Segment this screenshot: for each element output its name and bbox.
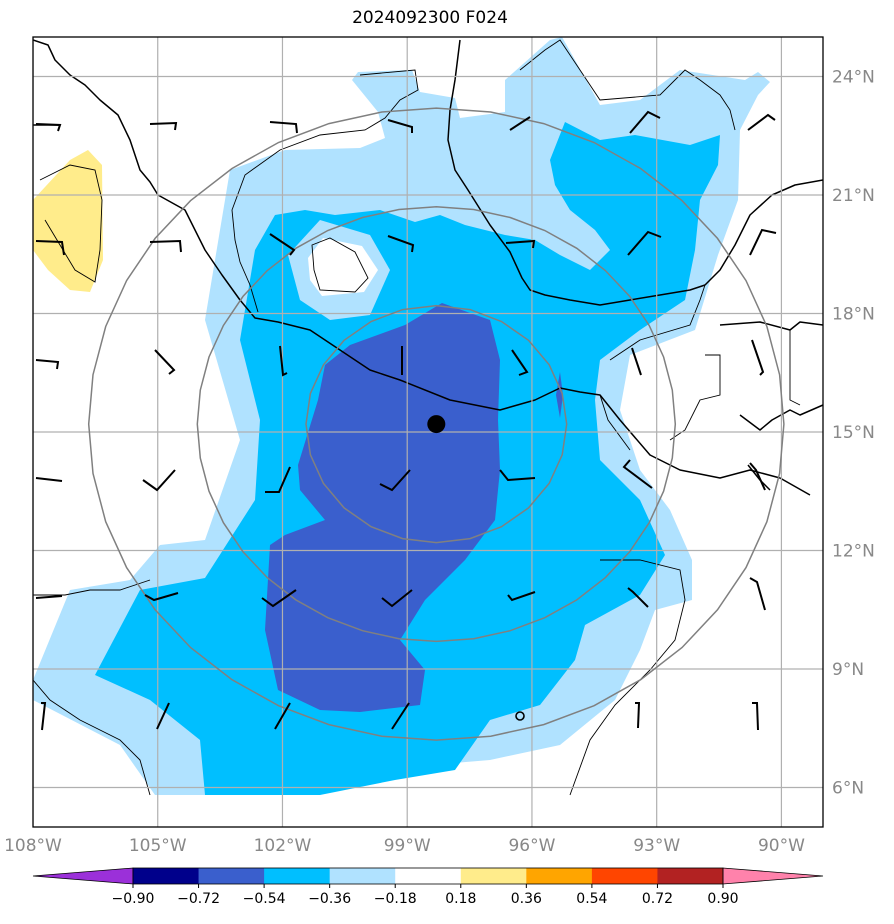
- longitude-tick-label: 99°W: [384, 836, 431, 856]
- colorbar-tick-label: 0.72: [642, 891, 673, 907]
- map-frame: [32, 36, 824, 828]
- colorbar-swatch: [657, 868, 724, 884]
- map-title: 2024092300 F024: [352, 8, 508, 28]
- colorbar-tick-label: 0.18: [445, 891, 476, 907]
- colorbar-swatch: [329, 868, 396, 884]
- range-ring: [87, 107, 785, 741]
- colorbar-tick-label: −0.72: [177, 891, 220, 907]
- latitude-tick-label: 18°N: [832, 305, 875, 325]
- colorbar-tick-label: −0.18: [374, 891, 417, 907]
- colorbar-swatch: [526, 868, 593, 884]
- latitude-tick-label: 24°N: [832, 68, 875, 88]
- colorbar-tick-label: 0.54: [576, 891, 607, 907]
- storm-center-marker: [427, 415, 446, 434]
- colorbar-swatch: [591, 868, 658, 884]
- colorbar-tick-label: −0.54: [243, 891, 286, 907]
- colorbar-swatch: [198, 868, 265, 884]
- longitude-labels: 108°W 105°W 102°W 99°W 96°W 93°W 90°W: [4, 836, 805, 856]
- colorbar-outline: [132, 867, 724, 885]
- latitude-tick-label: 6°N: [832, 779, 864, 799]
- longitude-tick-label: 102°W: [254, 836, 312, 856]
- colorbar-tick-label: −0.36: [308, 891, 351, 907]
- colorbar-tick-label: 0.90: [707, 891, 738, 907]
- colorbar-swatch: [264, 868, 331, 884]
- range-ring: [305, 304, 568, 544]
- longitude-tick-label: 93°W: [633, 836, 680, 856]
- colorbar-extend-low: [32, 867, 134, 885]
- longitude-tick-label: 105°W: [129, 836, 187, 856]
- colorbar-swatch: [395, 868, 462, 884]
- range-ring: [196, 206, 677, 643]
- colorbar-swatch: [460, 868, 527, 884]
- anomaly-fill-yellow: [33, 150, 103, 292]
- colorbar-swatch: [133, 868, 200, 884]
- latitude-tick-label: 9°N: [832, 660, 864, 680]
- colorbar-extend-high: [722, 867, 824, 885]
- latitude-tick-label: 15°N: [832, 423, 875, 443]
- colorbar: −0.90 −0.72 −0.54 −0.36 −0.18 0.18 0.36 0.54 0.7…: [32, 867, 824, 907]
- latitude-tick-label: 21°N: [832, 186, 875, 206]
- colorbar-tick-label: −0.90: [112, 891, 155, 907]
- borders: [33, 39, 801, 796]
- longitude-tick-label: 96°W: [508, 836, 555, 856]
- longitude-tick-label: 90°W: [758, 836, 805, 856]
- colorbar-tick-label: 0.36: [511, 891, 542, 907]
- anomaly-hole-white: [308, 238, 378, 296]
- anomaly-fill-darkblue: [265, 303, 500, 712]
- wind-barbs: [35, 110, 777, 731]
- anomaly-fill-darkblue-small: [556, 372, 563, 418]
- latitude-labels: 24°N 21°N 18°N 15°N 12°N 9°N 6°N: [832, 68, 875, 799]
- lat-lon-grid: [33, 37, 823, 827]
- longitude-tick-label: 108°W: [4, 836, 62, 856]
- latitude-tick-label: 12°N: [832, 542, 875, 562]
- range-rings: [87, 107, 785, 741]
